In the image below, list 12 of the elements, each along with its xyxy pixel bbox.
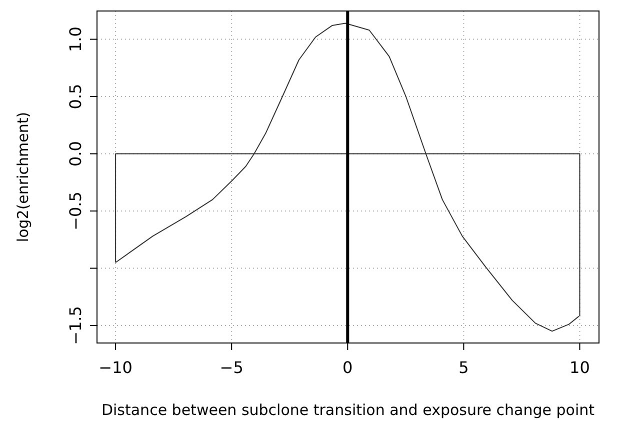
y-tick-label: −1.5 (66, 306, 85, 345)
x-axis-title: Distance between subclone transition and exposure change point (101, 401, 595, 419)
y-tick-label: 0.5 (66, 84, 85, 110)
x-tick-label: 0 (342, 358, 353, 377)
x-tick-label: −10 (98, 358, 132, 377)
x-tick-label: 10 (570, 358, 590, 377)
y-axis-title: log2(enrichment) (14, 112, 32, 242)
y-tick-label: 0.0 (66, 141, 85, 166)
x-tick-label: 5 (458, 358, 469, 377)
x-tick-label: −5 (220, 358, 244, 377)
y-tick-label: −0.5 (66, 192, 85, 230)
y-tick-label: 1.0 (66, 26, 85, 52)
